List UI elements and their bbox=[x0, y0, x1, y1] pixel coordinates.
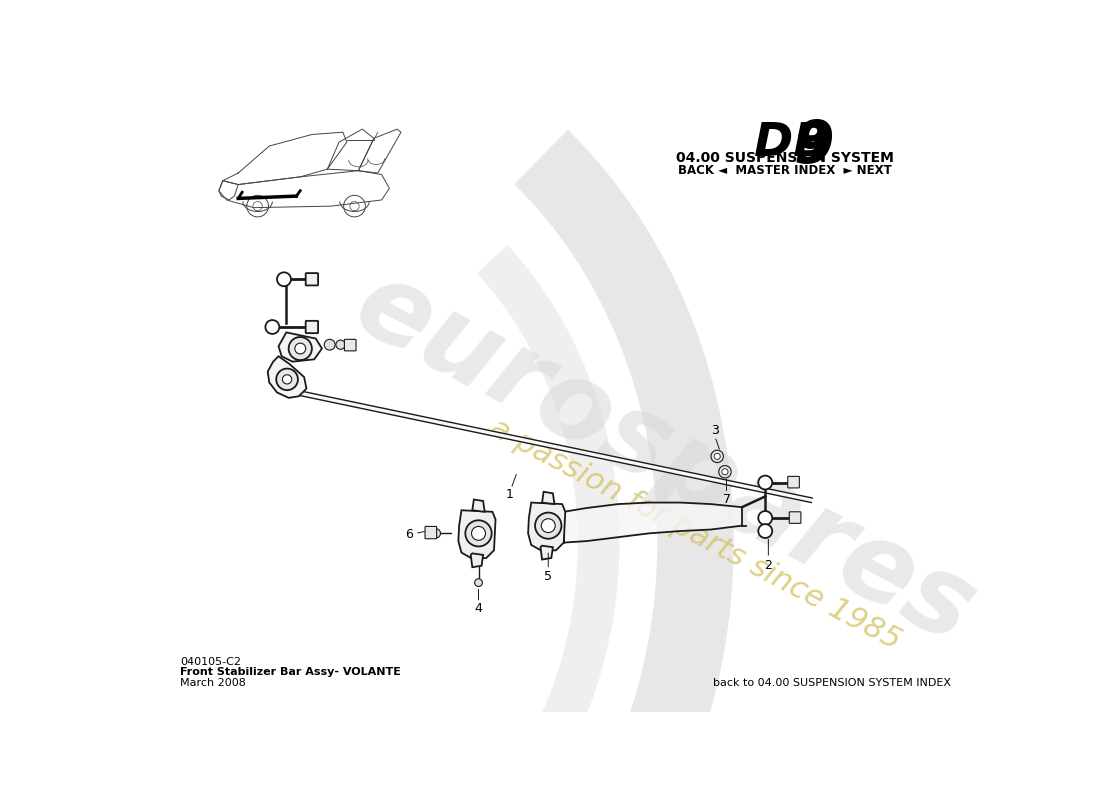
Polygon shape bbox=[472, 499, 485, 512]
Circle shape bbox=[465, 520, 492, 546]
Polygon shape bbox=[267, 356, 307, 398]
Circle shape bbox=[714, 454, 720, 459]
Text: eurospares: eurospares bbox=[337, 250, 992, 666]
Circle shape bbox=[472, 526, 485, 540]
Circle shape bbox=[277, 272, 292, 286]
Circle shape bbox=[474, 578, 483, 586]
Text: 1: 1 bbox=[506, 488, 514, 502]
Polygon shape bbox=[563, 502, 743, 542]
Polygon shape bbox=[278, 332, 322, 362]
Circle shape bbox=[722, 469, 728, 475]
Circle shape bbox=[541, 518, 556, 533]
Text: 5: 5 bbox=[544, 570, 552, 583]
Text: 9: 9 bbox=[794, 118, 835, 174]
Circle shape bbox=[283, 374, 292, 384]
FancyBboxPatch shape bbox=[344, 339, 356, 351]
Circle shape bbox=[718, 466, 732, 478]
Text: Front Stabilizer Bar Assy- VOLANTE: Front Stabilizer Bar Assy- VOLANTE bbox=[180, 667, 402, 678]
Text: March 2008: March 2008 bbox=[180, 678, 246, 688]
Text: 2: 2 bbox=[764, 559, 772, 572]
Text: 040105-C2: 040105-C2 bbox=[180, 657, 241, 666]
Text: 4: 4 bbox=[474, 602, 483, 615]
Polygon shape bbox=[542, 492, 554, 504]
Circle shape bbox=[711, 450, 724, 462]
Circle shape bbox=[431, 529, 440, 538]
Circle shape bbox=[276, 369, 298, 390]
FancyBboxPatch shape bbox=[306, 273, 318, 286]
Circle shape bbox=[265, 320, 279, 334]
FancyBboxPatch shape bbox=[306, 321, 318, 333]
Circle shape bbox=[758, 476, 772, 490]
Text: 3: 3 bbox=[711, 424, 718, 437]
Circle shape bbox=[758, 524, 772, 538]
Text: 6: 6 bbox=[405, 529, 412, 542]
Text: a passion for parts since 1985: a passion for parts since 1985 bbox=[485, 414, 905, 656]
Polygon shape bbox=[471, 554, 483, 567]
FancyBboxPatch shape bbox=[425, 526, 437, 538]
Circle shape bbox=[324, 339, 336, 350]
FancyBboxPatch shape bbox=[790, 512, 801, 523]
Circle shape bbox=[288, 337, 312, 360]
Polygon shape bbox=[296, 390, 812, 502]
Text: 04.00 SUSPENSION SYSTEM: 04.00 SUSPENSION SYSTEM bbox=[675, 151, 893, 166]
Polygon shape bbox=[459, 510, 495, 558]
Circle shape bbox=[535, 513, 561, 538]
Circle shape bbox=[758, 511, 772, 525]
Polygon shape bbox=[528, 502, 565, 551]
Polygon shape bbox=[540, 546, 553, 559]
Text: DB: DB bbox=[754, 121, 829, 166]
FancyBboxPatch shape bbox=[788, 476, 800, 488]
Circle shape bbox=[295, 343, 306, 354]
Text: 7: 7 bbox=[723, 493, 730, 506]
Text: back to 04.00 SUSPENSION SYSTEM INDEX: back to 04.00 SUSPENSION SYSTEM INDEX bbox=[713, 678, 952, 688]
Circle shape bbox=[336, 340, 345, 350]
Text: BACK ◄  MASTER INDEX  ► NEXT: BACK ◄ MASTER INDEX ► NEXT bbox=[678, 164, 891, 177]
